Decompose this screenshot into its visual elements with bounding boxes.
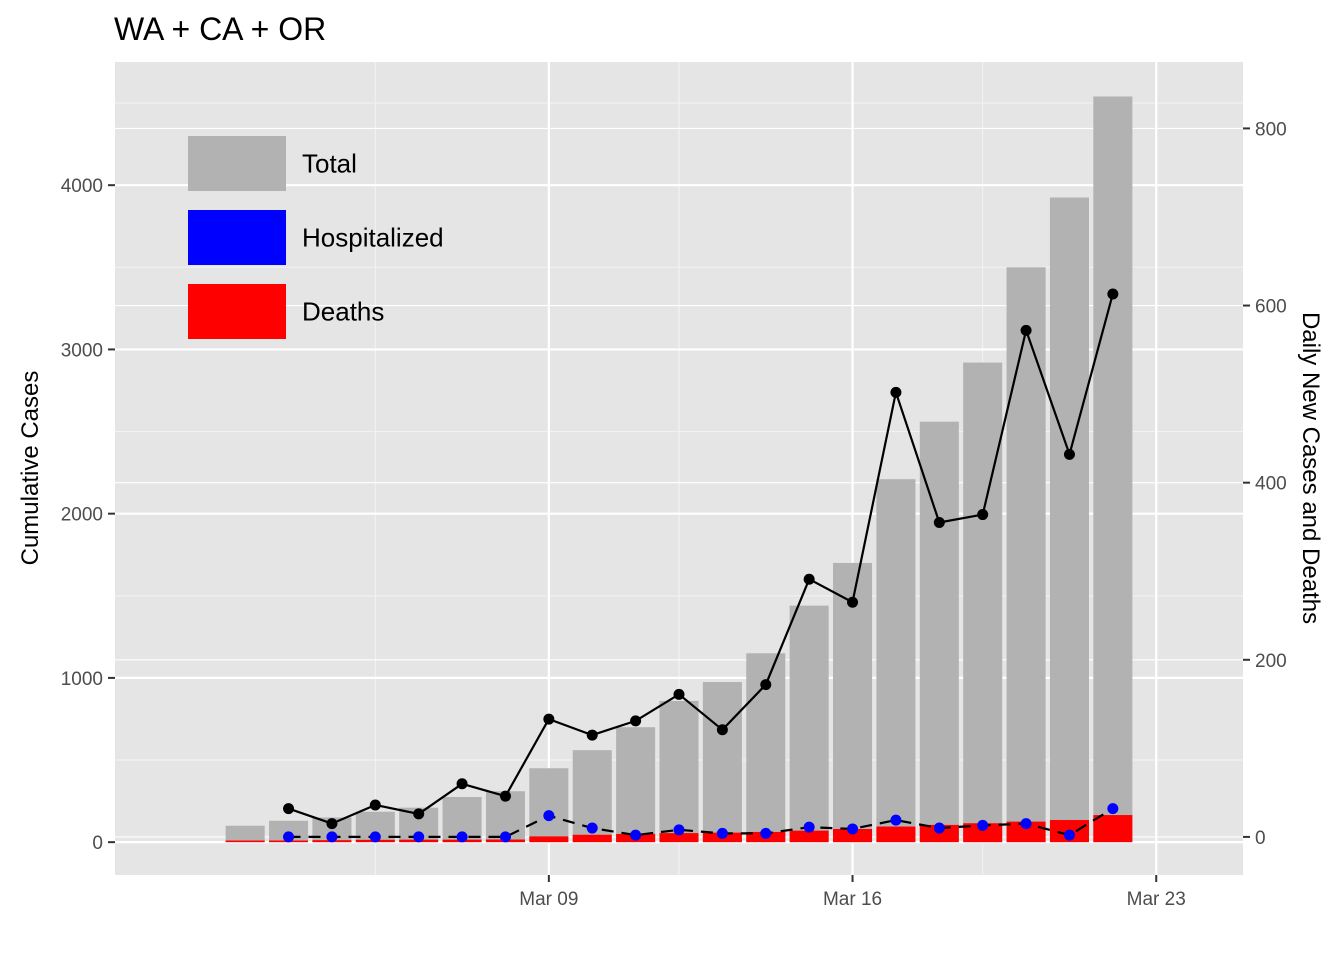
point-daily-new-cases <box>283 803 295 815</box>
bar-deaths <box>876 826 916 843</box>
y-axis-label: Cumulative Cases <box>17 371 44 566</box>
legend-key-deaths <box>188 284 286 339</box>
point-daily-new-cases <box>630 715 642 727</box>
lines <box>288 293 1114 838</box>
point-daily-new-cases <box>716 724 728 736</box>
point-daily-new-deaths <box>1063 829 1075 841</box>
point-daily-new-cases <box>413 808 425 820</box>
legend: Total Hospitalized Deaths <box>188 136 444 339</box>
bar-deaths <box>572 834 612 843</box>
y-tick-label: 2000 <box>61 505 103 526</box>
bar-deaths <box>963 823 1003 843</box>
bar-total <box>919 421 959 843</box>
point-daily-new-deaths <box>283 831 295 843</box>
bar-total <box>876 479 916 843</box>
point-daily-new-deaths <box>803 821 815 833</box>
legend-label-deaths: Deaths <box>302 297 384 327</box>
bar-deaths <box>529 836 569 843</box>
point-daily-new-deaths <box>933 822 945 834</box>
y-tick-label: 0 <box>92 833 103 854</box>
legend-key-hospitalized <box>188 210 286 265</box>
bar-total <box>529 768 569 843</box>
point-daily-new-cases <box>1063 448 1075 460</box>
point-daily-new-deaths <box>1107 803 1119 815</box>
point-daily-new-cases <box>803 573 815 585</box>
y2-axis-label: Daily New Cases and Deaths <box>1297 312 1324 624</box>
point-daily-new-cases <box>673 688 685 700</box>
point-daily-new-cases <box>977 509 989 521</box>
legend-label-total: Total <box>302 149 357 179</box>
bar-total <box>789 605 829 843</box>
bar-deaths <box>789 830 829 843</box>
point-daily-new-cases <box>326 818 338 830</box>
point-daily-new-cases <box>586 729 598 741</box>
point-daily-new-deaths <box>369 831 381 843</box>
point-daily-new-cases <box>456 778 468 790</box>
axis-right: 0 200 400 600 800 <box>1243 119 1287 849</box>
point-daily-new-deaths <box>977 819 989 831</box>
point-daily-new-cases <box>847 596 859 608</box>
bar-deaths <box>833 829 873 843</box>
point-daily-new-deaths <box>673 824 685 836</box>
point-daily-new-cases <box>499 790 511 802</box>
y2-tick-label: 800 <box>1255 119 1287 140</box>
bars <box>225 96 1133 843</box>
bar-total <box>1093 96 1133 843</box>
point-daily-new-cases <box>369 799 381 811</box>
bar-total <box>225 825 265 843</box>
bar-total <box>1006 267 1046 843</box>
legend-key-total <box>188 136 286 191</box>
y2-tick-label: 600 <box>1255 297 1287 318</box>
y-tick-label: 1000 <box>61 669 103 690</box>
point-daily-new-cases <box>1020 324 1032 336</box>
axis-bottom: Mar 09 Mar 16 Mar 23 <box>519 875 1186 910</box>
bar-total <box>963 362 1003 843</box>
line-daily-new-cases <box>288 293 1114 825</box>
bar-deaths <box>225 840 265 843</box>
point-daily-new-deaths <box>847 823 859 835</box>
point-daily-new-deaths <box>630 829 642 841</box>
bar-total <box>616 727 656 843</box>
point-daily-new-deaths <box>413 831 425 843</box>
bar-deaths <box>1006 821 1046 843</box>
y2-tick-label: 0 <box>1255 828 1266 849</box>
point-daily-new-deaths <box>456 831 468 843</box>
point-daily-new-deaths <box>499 831 511 843</box>
chart-title: WA + CA + OR <box>114 11 326 47</box>
x-tick-label: Mar 09 <box>519 889 578 910</box>
point-daily-new-cases <box>543 713 555 725</box>
axis-left: 0 1000 2000 3000 4000 <box>61 176 115 854</box>
legend-label-hospitalized: Hospitalized <box>302 223 444 253</box>
x-tick-label: Mar 23 <box>1127 889 1186 910</box>
point-daily-new-deaths <box>890 814 902 826</box>
point-daily-new-cases <box>1107 288 1119 300</box>
bar-total <box>702 682 742 843</box>
bar-total <box>1049 197 1089 843</box>
point-daily-new-deaths <box>716 827 728 839</box>
point-daily-new-cases <box>760 679 772 691</box>
point-daily-new-deaths <box>1020 818 1032 830</box>
bar-deaths <box>1093 815 1133 843</box>
x-tick-label: Mar 16 <box>823 889 882 910</box>
point-daily-new-cases <box>890 386 902 398</box>
point-daily-new-deaths <box>760 827 772 839</box>
y-tick-label: 4000 <box>61 176 103 197</box>
y-tick-label: 3000 <box>61 340 103 361</box>
point-daily-new-deaths <box>326 831 338 843</box>
point-daily-new-deaths <box>586 822 598 834</box>
bar-total <box>833 562 873 843</box>
bar-total <box>659 700 699 843</box>
points <box>283 288 1119 843</box>
y2-tick-label: 200 <box>1255 651 1287 672</box>
point-daily-new-deaths <box>543 810 555 822</box>
y2-tick-label: 400 <box>1255 474 1287 495</box>
point-daily-new-cases <box>933 517 945 529</box>
bar-deaths <box>659 833 699 843</box>
